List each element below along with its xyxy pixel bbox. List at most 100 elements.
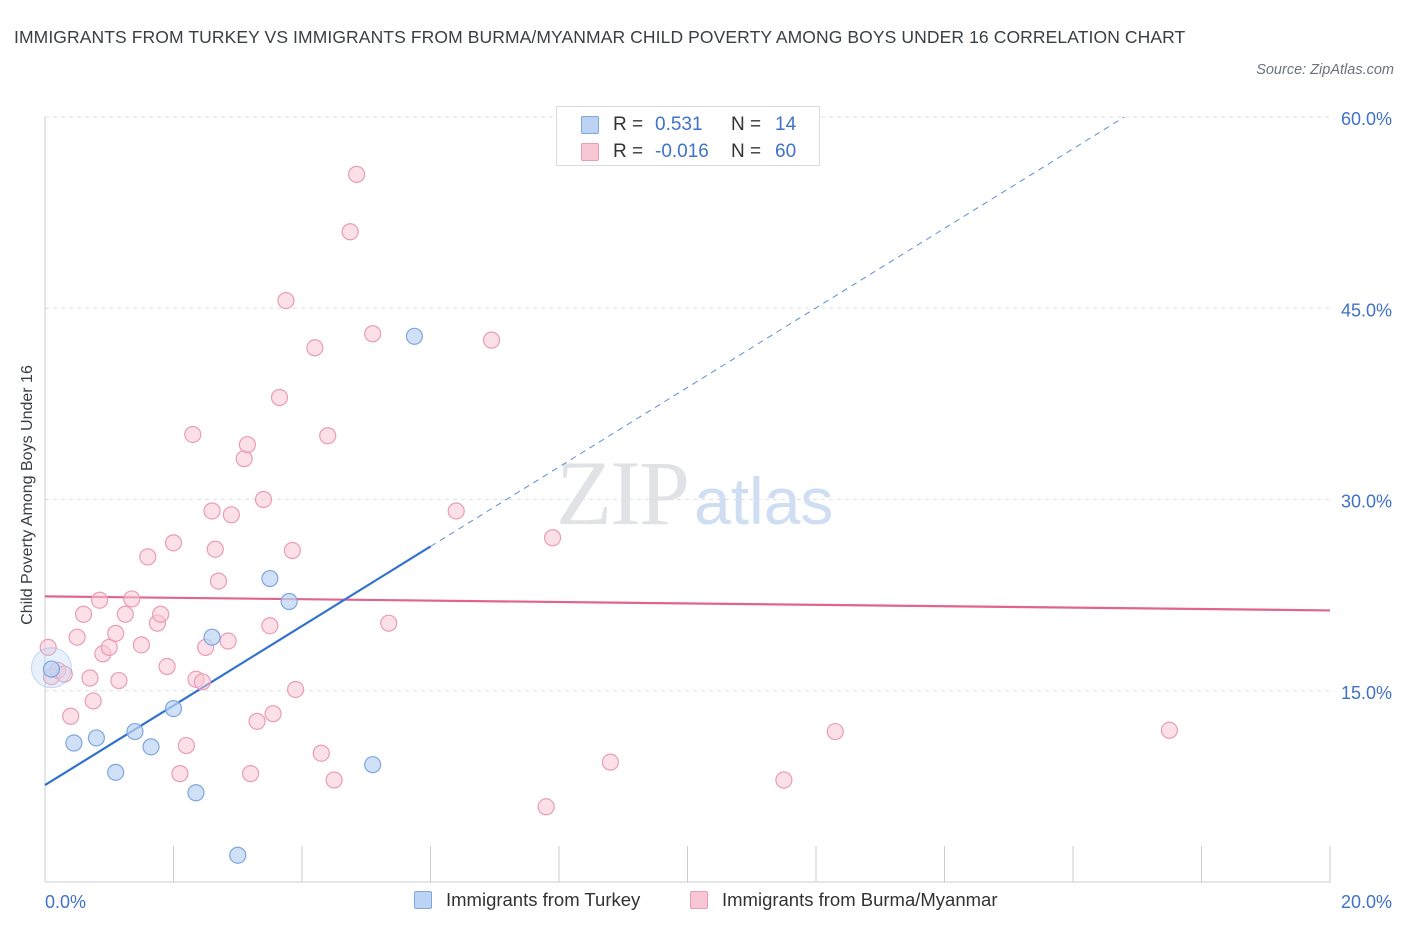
burma-point (264, 705, 282, 723)
y-tick-label: 45.0% (1341, 300, 1392, 320)
burma-point (158, 657, 176, 676)
burma-point (537, 798, 555, 816)
burma-point (283, 541, 301, 560)
burma-point (152, 605, 170, 623)
burma-point (238, 436, 256, 454)
burma-point (39, 638, 57, 657)
burma-point (235, 450, 253, 468)
burma-point (91, 591, 109, 609)
burma-point (325, 771, 343, 789)
burma-swatch (581, 143, 599, 161)
chart-title: IMMIGRANTS FROM TURKEY VS IMMIGRANTS FRO… (14, 27, 1186, 47)
n-label: N = (731, 114, 762, 135)
r-value: -0.016 (655, 141, 709, 162)
burma-point (132, 636, 150, 654)
turkey-point (187, 784, 205, 802)
burma-point (248, 712, 266, 730)
burma-point (254, 490, 273, 509)
legend-label-burma: Immigrants from Burma/Myanmar (722, 889, 998, 910)
legend-item-turkey[interactable]: Immigrants from Turkey (414, 889, 640, 911)
turkey-point (142, 738, 160, 756)
burma-point (319, 427, 337, 445)
burma-point (312, 744, 330, 762)
source-credit: Source: ZipAtlas.com (1256, 62, 1394, 78)
x-tick-label: 20.0% (1341, 892, 1392, 912)
x-tick-label: 0.0% (45, 892, 86, 912)
turkey-swatch (581, 116, 599, 134)
turkey-point (87, 729, 106, 747)
legend-label-turkey: Immigrants from Turkey (446, 889, 641, 910)
burma-point (277, 292, 295, 310)
burma-point (543, 529, 562, 547)
chart-legend: Immigrants from Turkey Immigrants from B… (0, 889, 1406, 915)
y-tick-label: 60.0% (1341, 109, 1392, 129)
data-points (30, 165, 1178, 864)
legend-item-burma[interactable]: Immigrants from Burma/Myanmar (690, 889, 998, 911)
burma-point (62, 707, 80, 725)
burma-point (203, 502, 221, 520)
burma-point (206, 540, 224, 558)
burma-point (1160, 721, 1178, 739)
burma-point (242, 765, 260, 783)
burma-point (482, 331, 501, 349)
burma-point (209, 572, 228, 590)
burma-point (380, 614, 398, 632)
burma-point (222, 506, 240, 524)
tick-labels: 15.0% 30.0% 45.0% 60.0% 0.0% 20.0% (45, 109, 1392, 912)
burma-point (164, 534, 183, 552)
burma-point (116, 605, 134, 623)
burma-point (110, 671, 128, 690)
axes (44, 117, 1331, 883)
burma-point (107, 624, 125, 642)
y-tick-label: 15.0% (1341, 683, 1392, 703)
turkey-point (405, 327, 424, 345)
burma-point (171, 765, 189, 783)
burma-point (270, 388, 289, 407)
zipatlas-watermark: ZIPatlas (556, 442, 834, 544)
r-label: R = (613, 114, 644, 135)
trend-lines (44, 116, 1331, 787)
gridlines (45, 116, 1330, 692)
turkey-trend-extension (430, 116, 1125, 547)
burma-point (261, 617, 279, 635)
stats-row-burma: R = -0.016 N = 60 (581, 140, 796, 164)
stats-row-turkey: R = 0.531 N = 14 (581, 113, 796, 137)
burma-point (100, 638, 118, 657)
legend-swatch-turkey (414, 891, 432, 909)
burma-point (184, 425, 202, 444)
burma-point (364, 325, 382, 343)
turkey-point (126, 722, 144, 741)
turkey-point (229, 846, 247, 864)
burma-point (74, 605, 93, 623)
burma-point (601, 753, 620, 771)
turkey-point (280, 592, 298, 611)
turkey-point (261, 569, 279, 588)
burma-point (139, 548, 157, 566)
burma-point (123, 590, 141, 608)
burma-point (81, 669, 99, 687)
r-value: 0.531 (655, 114, 703, 135)
turkey-trend-line (44, 545, 432, 787)
turkey-point (65, 734, 83, 752)
burma-point (447, 502, 465, 520)
n-label: N = (731, 141, 762, 162)
burma-point (341, 223, 359, 241)
legend-swatch-burma (690, 891, 708, 909)
burma-trend-line (44, 595, 1331, 612)
burma-point (775, 771, 793, 789)
n-value: 60 (775, 141, 797, 162)
burma-point (286, 680, 305, 699)
turkey-point (364, 756, 382, 774)
burma-point (306, 339, 324, 357)
burma-point (68, 628, 86, 646)
y-tick-label: 30.0% (1341, 492, 1392, 512)
r-label: R = (613, 141, 644, 162)
n-value: 14 (775, 114, 797, 135)
correlation-stats-box: R = 0.531 N = 14 R = -0.016 N = 60 (556, 106, 820, 166)
turkey-point (42, 660, 61, 678)
burma-point (84, 692, 102, 710)
turkey-point (164, 699, 183, 718)
burma-point (826, 722, 844, 741)
burma-point (219, 632, 237, 650)
